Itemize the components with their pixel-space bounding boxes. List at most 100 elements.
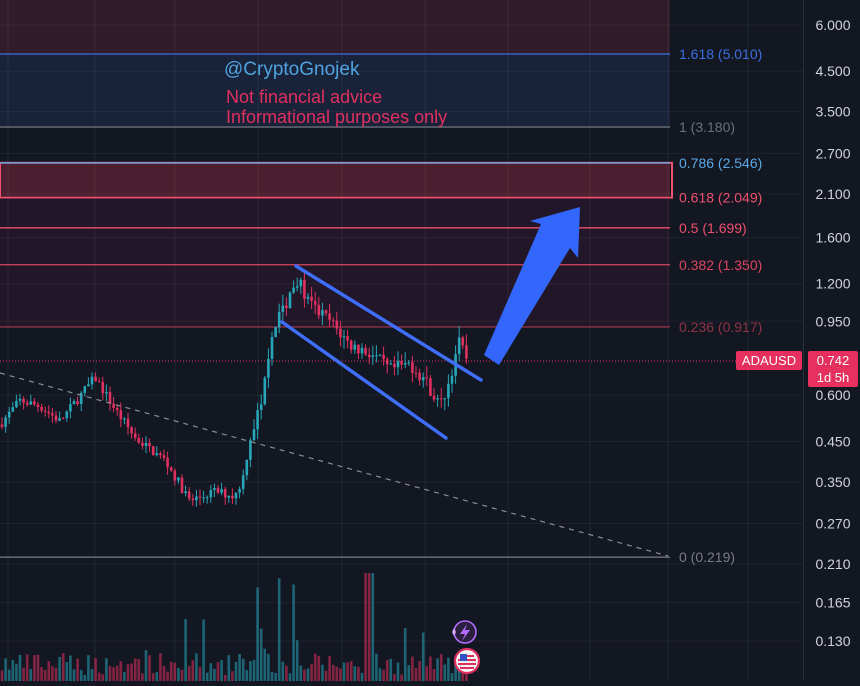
candle-body — [43, 410, 47, 412]
symbol-tag — [736, 351, 802, 370]
candle-body — [317, 304, 321, 316]
trend-line-dashed — [0, 372, 669, 557]
volume-bar — [87, 655, 90, 681]
volume-bar — [33, 655, 36, 681]
volume-bar — [371, 573, 375, 681]
candle-body — [115, 407, 119, 411]
volume-bar — [151, 673, 155, 681]
volume-bar — [115, 665, 119, 681]
volume-bar — [389, 658, 393, 681]
candle-body — [252, 429, 256, 441]
candle-body — [58, 418, 61, 421]
candle-body — [288, 292, 292, 309]
candle-body — [285, 305, 288, 309]
channel-lower-line — [280, 320, 448, 440]
candle-body — [371, 355, 375, 358]
volume-bar — [173, 662, 177, 681]
candle-body — [69, 404, 72, 412]
volume-bar — [400, 674, 403, 681]
volume-bar — [177, 668, 180, 681]
candle-body — [245, 459, 249, 476]
volume-bar — [220, 659, 223, 681]
candles — [0, 271, 468, 507]
candle-body — [378, 354, 382, 356]
candle-body — [108, 392, 112, 404]
candle-body — [360, 347, 364, 354]
candle-body — [259, 404, 263, 411]
volume-bar — [454, 661, 457, 681]
volume-bar — [76, 658, 79, 681]
candle-body — [292, 287, 295, 293]
candle-body — [202, 497, 205, 499]
candle-body — [400, 360, 403, 365]
fib-zones — [0, 0, 673, 327]
volume-bar — [328, 656, 331, 681]
candle-body — [274, 327, 277, 337]
candle-body — [270, 336, 274, 359]
volume-bar — [393, 673, 396, 681]
chart-icons[interactable] — [452, 620, 481, 675]
lightning-icon[interactable] — [452, 620, 477, 644]
volume-bar — [367, 573, 371, 681]
candle-body — [180, 477, 184, 494]
fib-zone — [0, 53, 670, 128]
volume-bar — [205, 672, 209, 681]
volume-bar — [450, 673, 454, 681]
candle-body — [47, 411, 51, 414]
volume-bars — [0, 573, 468, 681]
candle-body — [40, 406, 43, 411]
candle-body — [61, 418, 65, 420]
candle-body — [367, 354, 371, 358]
volume-bar — [155, 672, 159, 681]
candle-body — [151, 446, 155, 456]
volume-bar — [342, 662, 346, 681]
price-axis-tick: 0.600 — [815, 387, 850, 403]
watermark: @CryptoGnojek Not financial advice Infor… — [224, 59, 447, 127]
volume-bar — [288, 673, 292, 681]
candle-body — [51, 413, 54, 416]
volume-bar — [126, 664, 130, 681]
volume-bar — [180, 669, 184, 681]
volume-bar — [425, 666, 429, 681]
candle-body — [133, 433, 137, 438]
volume-bar — [223, 674, 227, 681]
candle-body — [450, 375, 454, 384]
candle-body — [436, 398, 439, 400]
candle-body — [83, 386, 87, 393]
fib-label: 0.618 (2.049) — [679, 190, 762, 206]
volume-bar — [360, 672, 364, 681]
candle-body — [425, 377, 429, 379]
price-axis[interactable]: 6.000 4.500 3.500 2.700 2.100 1.600 1.200 0.950… — [803, 0, 851, 681]
candle-body — [22, 398, 25, 403]
volume-bar — [349, 661, 353, 681]
volume-bar — [58, 656, 61, 681]
candle-body — [141, 442, 144, 446]
volume-bar — [47, 661, 51, 681]
volume-bar — [29, 668, 33, 681]
candle-body — [213, 487, 216, 491]
volume-bar — [105, 658, 108, 681]
candle-body — [144, 443, 148, 446]
candle-body — [177, 477, 180, 481]
volume-bar — [112, 667, 115, 681]
candle-body — [112, 403, 115, 408]
volume-bar — [187, 666, 191, 681]
volume-bar — [141, 673, 144, 681]
last-price-marker: ADAUSD 0.742 1d 5h — [736, 351, 858, 387]
candle-body — [191, 498, 195, 501]
volume-bar — [36, 654, 40, 681]
price-axis-tick: 2.100 — [815, 186, 850, 202]
watermark-line2: Informational purposes only — [226, 107, 447, 127]
candle-body — [7, 411, 11, 418]
volume-bar — [72, 669, 76, 681]
volume-bar — [130, 663, 133, 681]
price-tag — [808, 351, 858, 387]
candle-body — [310, 296, 313, 302]
volume-bar — [245, 670, 249, 681]
candle-body — [227, 495, 231, 498]
volume-bar — [191, 660, 195, 681]
volume-bar — [216, 662, 220, 681]
us-flag-icon[interactable] — [453, 647, 481, 675]
